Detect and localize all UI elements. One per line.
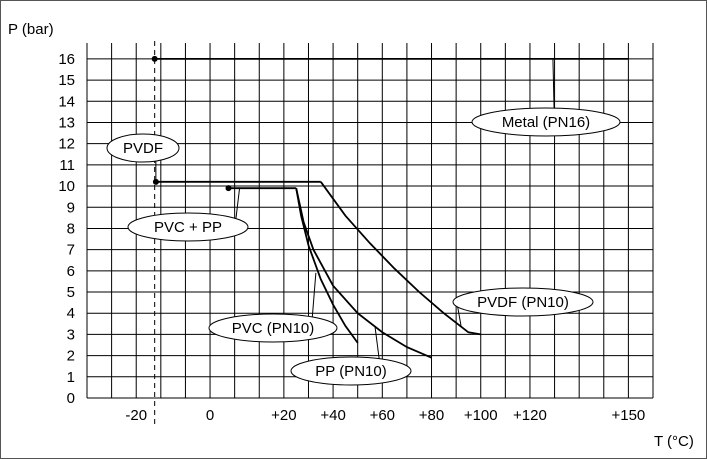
y-tick-label: 15 bbox=[58, 72, 75, 89]
y-tick-label: 3 bbox=[67, 326, 75, 343]
y-tick-label: 2 bbox=[67, 348, 75, 365]
annotation-leader-line bbox=[552, 58, 555, 109]
x-tick-label: +60 bbox=[370, 407, 395, 424]
x-tick-label: +20 bbox=[271, 407, 296, 424]
annotation-pp-pn10: PP (PN10) bbox=[290, 325, 412, 386]
start-markers bbox=[151, 55, 232, 192]
y-tick-label: 16 bbox=[58, 51, 75, 68]
annotation-leader-line bbox=[457, 306, 462, 327]
annotation-label: PVC + PP bbox=[154, 219, 222, 236]
annotation-label: PVC (PN10) bbox=[232, 320, 315, 337]
annotation-label: PP (PN10) bbox=[315, 363, 386, 380]
y-tick-label: 9 bbox=[67, 199, 75, 216]
y-tick-label: 14 bbox=[58, 93, 75, 110]
series-line-pvdf-pn10 bbox=[320, 181, 481, 336]
annotation-label: PVDF bbox=[123, 140, 163, 157]
x-axis-label: T (°C) bbox=[654, 433, 694, 450]
annotation-leader-line bbox=[235, 188, 241, 219]
x-tick-label: +80 bbox=[419, 407, 444, 424]
series-start-marker bbox=[225, 185, 232, 192]
annotation-pvdf-pn10: PVDF (PN10) bbox=[452, 287, 594, 327]
y-tick-label: 12 bbox=[58, 136, 75, 153]
annotation-leader-line bbox=[374, 325, 380, 359]
y-tick-label: 7 bbox=[67, 242, 75, 259]
annotation-label: Metal (PN16) bbox=[502, 114, 590, 131]
series-start-marker bbox=[151, 55, 158, 62]
x-tick-label: +100 bbox=[464, 407, 498, 424]
y-tick-label: 13 bbox=[58, 114, 75, 131]
annotation-metal-pn16: Metal (PN16) bbox=[471, 58, 621, 137]
x-tick-label: -20 bbox=[125, 407, 147, 424]
annotation-pvc-pn10: PVC (PN10) bbox=[208, 272, 338, 343]
x-tick-label: +40 bbox=[320, 407, 345, 424]
x-tick-label: +150 bbox=[611, 407, 645, 424]
x-tick-label: +120 bbox=[513, 407, 547, 424]
annotation-leader-line bbox=[311, 272, 317, 317]
annotation-bubble bbox=[290, 356, 412, 386]
annotation-pvc-pp: PVC + PP bbox=[127, 188, 249, 242]
annotation-label: PVDF (PN10) bbox=[477, 294, 569, 311]
series-lines bbox=[154, 58, 629, 359]
annotation-bubble bbox=[127, 212, 249, 242]
y-tick-label: 1 bbox=[67, 369, 75, 386]
series-line-pp-pn10 bbox=[295, 188, 432, 359]
annotation-bubble bbox=[208, 313, 338, 343]
series-line-pvc-pn10 bbox=[295, 188, 359, 344]
y-axis-label: P (bar) bbox=[8, 21, 54, 38]
x-tick-label: 0 bbox=[206, 407, 214, 424]
y-tick-label: 10 bbox=[58, 178, 75, 195]
annotation-pvdf: PVDF bbox=[106, 133, 180, 182]
annotation-bubble bbox=[106, 133, 180, 163]
y-tick-label: 11 bbox=[59, 157, 75, 174]
y-tick-label: 4 bbox=[67, 305, 75, 322]
y-tick-label: 0 bbox=[67, 390, 75, 407]
y-tick-label: 5 bbox=[67, 284, 75, 301]
y-tick-label: 6 bbox=[67, 263, 75, 280]
annotations: Metal (PN16) PVDF PVC + PP PVDF (PN10) PVC (… bbox=[106, 58, 621, 386]
annotation-bubble bbox=[452, 287, 594, 317]
annotation-bubble bbox=[471, 107, 621, 137]
y-tick-label: 8 bbox=[67, 220, 75, 237]
